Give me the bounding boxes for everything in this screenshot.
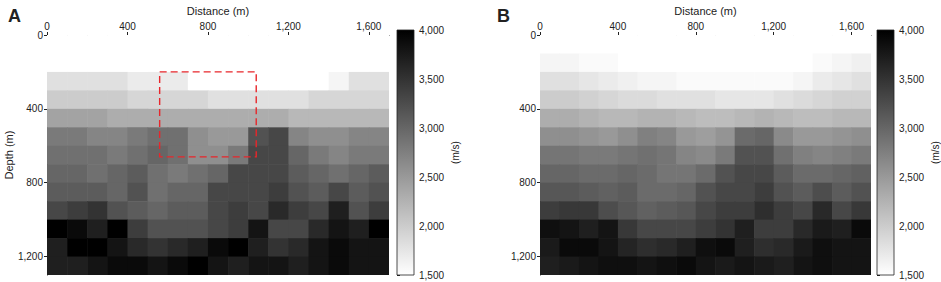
svg-text:Depth (m): Depth (m) <box>3 131 15 180</box>
svg-text:1,200: 1,200 <box>276 21 301 32</box>
svg-text:1,200: 1,200 <box>511 251 536 262</box>
svg-text:1,600: 1,600 <box>356 21 381 32</box>
svg-text:A: A <box>8 6 21 26</box>
svg-text:Distance (m): Distance (m) <box>187 5 249 17</box>
svg-text:3,500: 3,500 <box>419 74 444 85</box>
svg-text:0: 0 <box>537 21 543 32</box>
svg-text:2,000: 2,000 <box>899 221 924 232</box>
svg-text:0: 0 <box>530 30 536 41</box>
svg-text:0: 0 <box>37 30 43 41</box>
svg-text:400: 400 <box>519 103 536 114</box>
svg-text:400: 400 <box>610 21 627 32</box>
svg-text:1,500: 1,500 <box>419 270 444 281</box>
svg-text:(m/s): (m/s) <box>930 141 941 164</box>
svg-text:400: 400 <box>119 21 136 32</box>
svg-text:4,000: 4,000 <box>899 25 924 36</box>
svg-text:B: B <box>497 6 510 26</box>
svg-text:2,500: 2,500 <box>899 172 924 183</box>
svg-text:Distance (m): Distance (m) <box>674 5 736 17</box>
svg-text:1,600: 1,600 <box>839 21 864 32</box>
svg-text:4,000: 4,000 <box>419 25 444 36</box>
svg-text:800: 800 <box>200 21 217 32</box>
svg-text:2,500: 2,500 <box>419 172 444 183</box>
svg-text:(m/s): (m/s) <box>450 141 461 164</box>
svg-text:2,000: 2,000 <box>419 221 444 232</box>
svg-text:1,200: 1,200 <box>761 21 786 32</box>
svg-text:0: 0 <box>44 21 50 32</box>
svg-text:400: 400 <box>26 103 43 114</box>
svg-text:3,500: 3,500 <box>899 74 924 85</box>
svg-text:800: 800 <box>519 177 536 188</box>
svg-text:800: 800 <box>26 177 43 188</box>
svg-text:1,200: 1,200 <box>18 251 43 262</box>
svg-text:800: 800 <box>687 21 704 32</box>
svg-text:1,500: 1,500 <box>899 270 924 281</box>
svg-text:3,000: 3,000 <box>419 123 444 134</box>
svg-text:3,000: 3,000 <box>899 123 924 134</box>
